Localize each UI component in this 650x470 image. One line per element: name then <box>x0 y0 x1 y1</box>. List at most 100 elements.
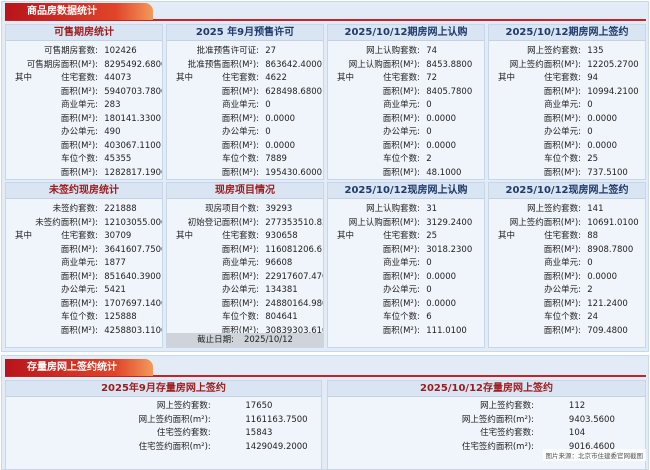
data-row: 车位个数: 45355 <box>6 153 162 167</box>
row-value: 2 <box>587 285 593 295</box>
row-value: 45355 <box>104 154 132 164</box>
data-row: 车位个数: 125888 <box>6 311 162 325</box>
row-label: 住宅签约面积(m²): <box>138 441 211 452</box>
row-label: 面积(M²): <box>60 244 99 255</box>
row-label: 住宅签约面积(m²): <box>461 441 535 452</box>
panel-title: 2025年9月存量房网上签约 <box>6 381 321 397</box>
row-prefix: 其中 <box>15 231 33 241</box>
data-row: 面积(M²): 0.0000 <box>167 113 323 127</box>
row-label: 网上认购面积(M²): <box>348 59 421 70</box>
data-row: 初始登记面积(M²): 277353510.8300 <box>167 217 323 231</box>
row-value: 10994.2100 <box>587 86 639 97</box>
panel-title: 2025/10/12现房网上认购 <box>328 183 484 199</box>
row-label: 住宅套数: <box>544 73 582 83</box>
section-title: 存量房网上签约统计 <box>5 359 153 376</box>
row-label: 网上签约面积(m²): <box>461 414 535 425</box>
row-label: 住宅签约套数: <box>480 428 535 438</box>
data-row: 面积(M²): 1707697.1400 <box>6 298 162 312</box>
data-row: 车位个数: 25 <box>489 153 645 167</box>
row-value: 44073 <box>104 73 132 83</box>
row-value: 30839303.6100 <box>265 325 323 336</box>
row-value: 180141.3300 <box>104 113 162 124</box>
row-label: 面积(M²): <box>60 271 99 282</box>
row-label: 面积(M²): <box>221 325 260 336</box>
row-prefix: 其中 <box>176 73 194 83</box>
data-row: 商业单元: 0 <box>328 99 484 113</box>
row-label: 面积(M²): <box>543 325 582 336</box>
row-label: 办公单元: <box>383 127 421 137</box>
data-row: 住宅签约面积(m²): 9016.4600 <box>328 441 645 455</box>
section-title: 商品房数据统计 <box>5 3 153 20</box>
row-value: 277353510.8300 <box>265 217 323 228</box>
row-label: 车位个数: <box>61 154 99 164</box>
row-value: 0.0000 <box>587 113 618 124</box>
data-row: 网上签约面积(M²): 12205.2700 <box>489 59 645 73</box>
row-value: 9016.4600 <box>568 441 615 452</box>
data-row: 面积(M²): 24880164.9800 <box>167 298 323 312</box>
row-label: 面积(M²): <box>221 86 260 97</box>
row-label: 面积(M²): <box>221 113 260 124</box>
data-row: 办公单元: 134381 <box>167 284 323 298</box>
row-label: 面积(M²): <box>543 113 582 124</box>
row-value: 104 <box>568 428 586 438</box>
data-row: 面积(M²): 195430.6000 <box>167 167 323 180</box>
data-row: 其中 住宅套数: 30709 <box>6 230 162 244</box>
row-value: 22917607.4700 <box>265 271 323 282</box>
row-label: 网上认购套数: <box>366 46 421 56</box>
row-prefix: 其中 <box>176 231 194 241</box>
row-value: 8908.7800 <box>587 244 634 255</box>
row-value: 851640.3900 <box>104 271 162 282</box>
data-row: 商业单元: 0 <box>328 257 484 271</box>
row-label: 批准预售许可证: <box>196 46 260 56</box>
data-row: 商业单元: 0 <box>167 99 323 113</box>
data-row: 办公单元: 490 <box>6 126 162 140</box>
data-row: 面积(M²): 8908.7800 <box>489 244 645 258</box>
row-label: 车位个数: <box>383 154 421 164</box>
row-label: 住宅套数: <box>61 231 99 241</box>
data-row: 可售期房面积(M²): 8295492.6800 <box>6 59 162 73</box>
row-value: 88 <box>587 231 599 241</box>
section-rule <box>5 375 646 377</box>
panel: 2025年9月存量房网上签约 网上签约套数: 17650 网上签约面积(m²): 116… <box>5 380 322 470</box>
data-row: 网上签约套数: 17650 <box>6 400 321 414</box>
panel-title: 2025/10/12期房网上认购 <box>328 25 484 41</box>
row-value: 0.0000 <box>587 271 618 282</box>
row-label: 未签约套数: <box>52 204 99 214</box>
row-label: 车位个数: <box>544 154 582 164</box>
row-label: 面积(M²): <box>543 298 582 309</box>
data-row: 商业单元: 0 <box>489 99 645 113</box>
data-row: 面积(M²): 0.0000 <box>328 298 484 312</box>
row-value: 4258803.1100 <box>104 325 163 336</box>
data-row: 车位个数: 24 <box>489 311 645 325</box>
row-prefix: 其中 <box>498 231 516 241</box>
row-value: 25 <box>426 231 438 241</box>
data-row: 网上签约面积(m²): 1161163.7500 <box>6 414 321 428</box>
data-row: 商业单元: 283 <box>6 99 162 113</box>
row-label: 商业单元: <box>383 100 421 110</box>
row-label: 面积(M²): <box>60 298 99 309</box>
row-label: 车位个数: <box>222 312 260 322</box>
row-label: 批准预售面积(M²): <box>187 59 260 70</box>
row-value: 737.5100 <box>587 167 628 178</box>
data-row: 办公单元: 0 <box>167 126 323 140</box>
row-value: 0.0000 <box>426 298 457 309</box>
row-value: 0.0000 <box>426 271 457 282</box>
row-label: 网上签约面积(M²): <box>509 59 582 70</box>
row-value: 4622 <box>265 73 287 83</box>
data-row: 车位个数: 2 <box>328 153 484 167</box>
data-row: 网上签约面积(m²): 9403.5600 <box>328 414 645 428</box>
row-label: 网上签约套数: <box>527 46 582 56</box>
panel: 2025/10/12现房网上认购 网上认购套数: 31 网上认购面积(M²): 3129… <box>327 182 485 348</box>
data-row: 办公单元: 0 <box>328 284 484 298</box>
row-label: 面积(M²): <box>60 86 99 97</box>
data-row: 面积(M²): 1282817.1900 <box>6 167 162 180</box>
row-value: 6 <box>426 312 432 322</box>
row-value: 5421 <box>104 285 126 295</box>
panel: 现房项目情况 现房项目个数: 39293 初始登记面积(M²): 277353510.8… <box>166 182 324 348</box>
row-label: 住宅套数: <box>222 231 260 241</box>
row-value: 111.0100 <box>426 325 467 336</box>
row-value: 1161163.7500 <box>245 414 308 425</box>
row-value: 2 <box>426 154 432 164</box>
row-prefix: 其中 <box>337 73 355 83</box>
row-label: 未签约面积(M²): <box>35 217 99 228</box>
